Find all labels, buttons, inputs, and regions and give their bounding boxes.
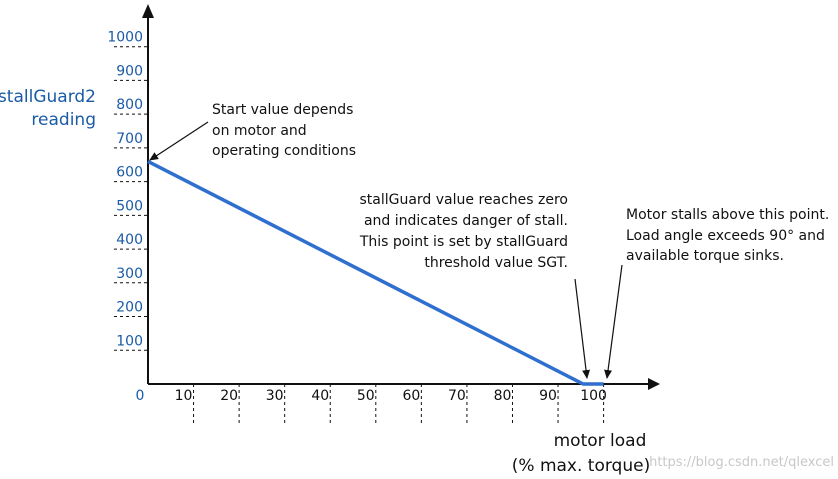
y-tick-label: 500 — [116, 198, 143, 214]
y-axis-label-line-1: stallGuard2 — [0, 87, 96, 107]
y-tick-label: 900 — [116, 63, 143, 79]
annotation-stall-line-1: Motor stalls above this point. — [626, 207, 829, 223]
annotation-stall-arrow — [607, 265, 622, 378]
y-tick-label: 300 — [116, 266, 143, 282]
y-tick-label: 200 — [116, 300, 143, 316]
x-tick-label: 80 — [494, 388, 512, 404]
y-ticks: 100 200 300 400 500 600 700 800 900 1000 — [107, 30, 148, 351]
x-tick-label: 90 — [539, 388, 557, 404]
x-ticks: 0 10 20 30 40 50 60 70 80 90 100 — [136, 384, 607, 424]
x-tick-label: 0 — [136, 388, 145, 404]
x-tick-label: 30 — [266, 388, 284, 404]
annotation-start-line-1: Start value depends — [212, 102, 353, 118]
x-tick-label: 10 — [175, 388, 193, 404]
y-tick-label: 800 — [116, 97, 143, 113]
x-tick-label: 40 — [311, 388, 329, 404]
x-axis-arrowhead — [648, 378, 660, 390]
y-axis-arrowhead — [142, 4, 154, 18]
watermark: https://blog.csdn.net/qlexcel — [649, 455, 834, 470]
annotation-start-line-3: operating conditions — [212, 143, 356, 159]
x-axis-label-line-1: motor load — [554, 431, 647, 451]
y-tick-label: 1000 — [107, 30, 143, 46]
annotation-zero-arrow — [575, 279, 587, 378]
y-tick-label: 700 — [116, 131, 143, 147]
y-tick-label: 600 — [116, 165, 143, 181]
x-tick-label: 50 — [357, 388, 375, 404]
annotation-stall-line-2: Load angle exceeds 90° and — [626, 228, 825, 244]
x-tick-label: 70 — [448, 388, 466, 404]
annotation-zero-line-4: threshold value SGT. — [424, 255, 568, 271]
annotation-zero-line-2: and indicates danger of stall. — [364, 213, 568, 229]
annotation-zero-line-3: This point is set by stallGuard — [359, 234, 568, 250]
annotation-start-line-2: on motor and — [212, 123, 307, 139]
y-tick-label: 400 — [116, 232, 143, 248]
x-tick-label: 100 — [580, 388, 607, 404]
annotation-stall-line-3: available torque sinks. — [626, 248, 784, 264]
y-axis-label-line-2: reading — [31, 110, 96, 130]
x-tick-label: 20 — [220, 388, 238, 404]
annotation-zero-line-1: stallGuard value reaches zero — [359, 192, 568, 208]
x-tick-label: 60 — [402, 388, 420, 404]
annotation-start-arrow — [150, 122, 208, 160]
x-axis-label-line-2: (% max. torque) — [512, 456, 650, 476]
y-tick-label: 100 — [116, 333, 143, 349]
